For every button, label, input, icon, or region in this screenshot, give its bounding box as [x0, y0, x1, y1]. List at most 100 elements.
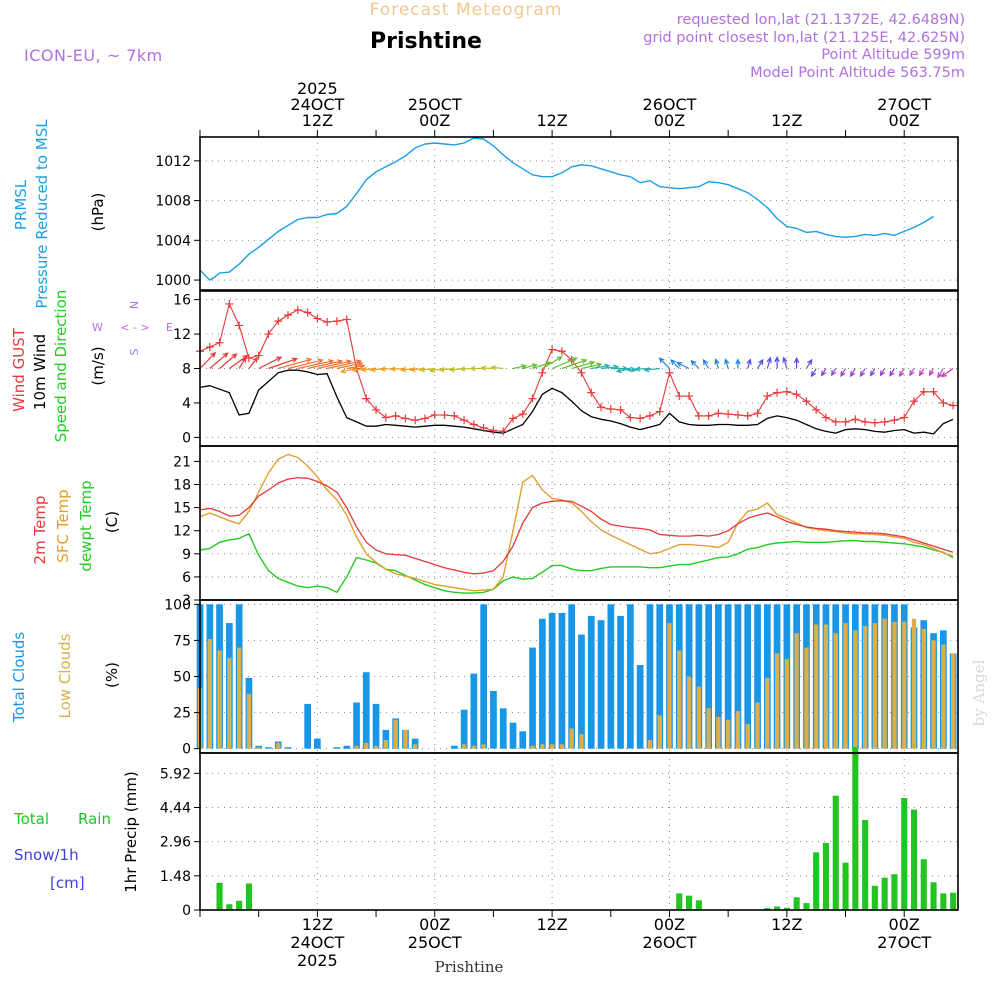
gust-marker — [939, 398, 948, 407]
low-clouds-bar — [794, 633, 799, 749]
low-clouds-bar — [647, 740, 653, 749]
gust-marker — [303, 308, 312, 317]
time-label-top: 00Z — [889, 111, 920, 130]
wind-direction-arrow — [918, 368, 925, 377]
low-clouds-bar — [911, 618, 917, 749]
gust-marker — [362, 394, 371, 403]
rain-bar — [842, 862, 849, 910]
low-clouds-bar — [403, 729, 408, 749]
pressure-series-line — [199, 137, 934, 281]
total-clouds-bar — [754, 604, 761, 749]
wind-direction-arrow — [512, 364, 528, 370]
low-clouds-bar — [246, 693, 252, 749]
wind-direction-arrow — [490, 365, 504, 371]
gust-marker — [694, 411, 703, 420]
wind-direction-arrow — [869, 368, 876, 377]
total-clouds-bar — [764, 604, 771, 749]
gust-marker — [518, 410, 527, 419]
wind-direction-arrow — [480, 365, 494, 371]
total-clouds-bar — [411, 738, 419, 749]
low-clouds-bar — [579, 734, 584, 749]
subtitle: Forecast Meteogram — [370, 0, 563, 20]
time-label-top: 00Z — [419, 111, 450, 130]
wind-direction-arrow — [782, 356, 788, 369]
low-clouds-bar — [227, 657, 232, 749]
rain-bar — [871, 885, 878, 910]
wind-direction-arrow — [541, 356, 564, 370]
gust-marker — [900, 413, 909, 422]
compass-arrow: < - > — [120, 321, 149, 334]
grid-point-coords: grid point closest lon,lat (21.125E, 42.… — [643, 30, 965, 46]
wind-direction-arrow — [909, 368, 915, 377]
wind-direction-arrow — [879, 368, 886, 377]
time-label-bottom: 12Z — [302, 915, 333, 934]
gust-marker — [821, 413, 830, 422]
rain-bar — [920, 859, 927, 910]
temp-label-sfc: SFC Temp — [54, 489, 72, 562]
point-altitude: Point Altitude 599m — [821, 47, 965, 63]
gust-marker — [313, 314, 322, 323]
total-clouds-bar — [343, 745, 351, 749]
y-tick-label: 100 — [164, 597, 191, 613]
dewpt-series-line — [199, 533, 954, 594]
total-clouds-bar — [597, 620, 605, 749]
y-tick-label: 2.96 — [160, 835, 191, 851]
rain-bar — [216, 882, 223, 910]
low-clouds-bar — [863, 626, 868, 749]
low-clouds-bar — [774, 653, 780, 749]
low-clouds-bar — [833, 633, 838, 749]
gust-marker — [284, 311, 293, 320]
gust-marker — [841, 417, 850, 426]
total-clouds-bar — [480, 604, 487, 749]
wind-direction-arrow — [898, 368, 905, 378]
frames-layer — [199, 136, 959, 911]
temp-label-dewpt: dewpt Temp — [77, 480, 95, 571]
gust-marker — [812, 405, 821, 414]
rain-bar — [793, 897, 800, 910]
gust-marker — [831, 417, 840, 426]
gust-marker — [342, 315, 351, 324]
low-clouds-bar — [902, 621, 907, 749]
low-clouds-bar — [726, 719, 731, 749]
wind-direction-arrow — [522, 363, 538, 370]
total-clouds-bar — [627, 604, 634, 749]
wind-direction-arrow — [571, 360, 596, 370]
total-clouds-bar — [685, 604, 693, 749]
total-clouds-bar — [587, 615, 595, 749]
gust-marker — [792, 390, 801, 399]
pressure-label-msl: Pressure Reduced to MSL — [33, 119, 51, 309]
wind-direction-arrow — [634, 366, 650, 372]
low-clouds-bar — [843, 623, 848, 749]
y-tick-label: 1012 — [155, 154, 191, 170]
total-clouds-bar — [715, 604, 722, 749]
page-title: Prishtine — [370, 29, 482, 54]
wind-direction-arrow — [199, 351, 217, 369]
low-clouds-bar — [686, 676, 692, 749]
total-clouds-bar — [372, 703, 380, 749]
total-clouds-bar — [265, 747, 272, 749]
time-label-bottom: 25OCT — [408, 933, 462, 952]
low-clouds-bar — [540, 744, 545, 749]
y-tick-label: 15 — [173, 501, 191, 517]
rain-bar — [822, 843, 829, 910]
y-tick-label: 12 — [173, 524, 191, 540]
rain-bar — [940, 893, 947, 910]
total-clouds-bar — [314, 738, 321, 749]
gust-marker — [733, 411, 742, 419]
low-clouds-bar — [765, 677, 770, 749]
low-clouds-bar — [706, 708, 711, 749]
precip-label-total: Total — [13, 810, 49, 828]
low-clouds-bar — [677, 650, 682, 749]
wind-direction-arrow — [859, 368, 866, 378]
low-clouds-bar — [530, 745, 535, 749]
rain-bar — [901, 798, 908, 910]
wind-direction-arrow — [658, 357, 670, 369]
y-tick-label: 1008 — [155, 194, 191, 210]
gust-marker — [557, 347, 566, 356]
total-clouds-bar — [499, 708, 507, 749]
gust-marker — [430, 411, 439, 419]
gust-marker — [420, 414, 429, 423]
precip-unit: 1hr Precip (mm) — [122, 771, 140, 892]
total-clouds-bar — [362, 672, 370, 749]
gust-marker — [880, 417, 889, 426]
